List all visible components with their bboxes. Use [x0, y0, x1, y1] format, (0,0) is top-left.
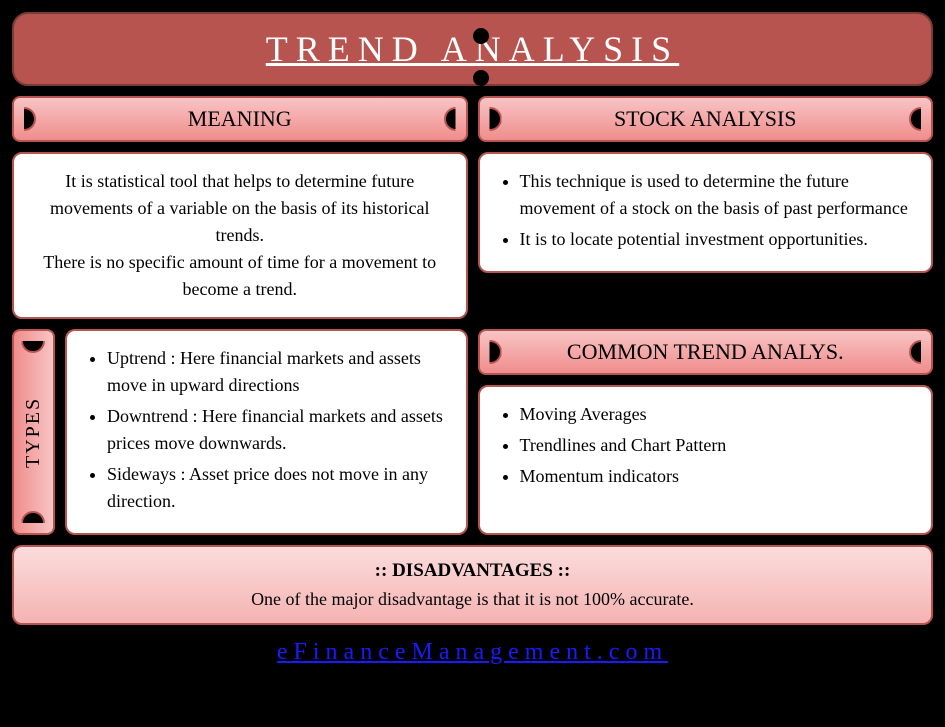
- disadvantages-text: One of the major disadvantage is that it…: [32, 586, 913, 613]
- row-2: TYPES Uptrend : Here financial markets a…: [12, 329, 933, 535]
- list-item: It is to locate potential investment opp…: [520, 226, 914, 253]
- types-box: Uptrend : Here financial markets and ass…: [65, 329, 468, 535]
- list-item: Momentum indicators: [520, 463, 914, 490]
- types-header: TYPES: [12, 329, 55, 535]
- meaning-text2: There is no specific amount of time for …: [32, 249, 448, 303]
- types-list: Uptrend : Here financial markets and ass…: [85, 345, 448, 515]
- list-item: Uptrend : Here financial markets and ass…: [107, 345, 448, 399]
- title-banner: TREND ANALYSIS: [12, 12, 933, 86]
- meaning-text1: It is statistical tool that helps to det…: [32, 168, 448, 249]
- col-common: COMMON TREND ANALYS. Moving Averages Tre…: [478, 329, 934, 535]
- list-item: Moving Averages: [520, 401, 914, 428]
- list-item: Trendlines and Chart Pattern: [520, 432, 914, 459]
- disadvantages-box: :: DISADVANTAGES :: One of the major dis…: [12, 545, 933, 625]
- common-list: Moving Averages Trendlines and Chart Pat…: [498, 401, 914, 490]
- col-meaning: MEANING It is statistical tool that help…: [12, 96, 468, 319]
- common-box: Moving Averages Trendlines and Chart Pat…: [478, 385, 934, 535]
- col-types: TYPES Uptrend : Here financial markets a…: [12, 329, 468, 535]
- stock-list: This technique is used to determine the …: [498, 168, 914, 253]
- meaning-box: It is statistical tool that helps to det…: [12, 152, 468, 319]
- list-item: Downtrend : Here financial markets and a…: [107, 403, 448, 457]
- col-stock: STOCK ANALYSIS This technique is used to…: [478, 96, 934, 319]
- common-header: COMMON TREND ANALYS.: [478, 329, 934, 375]
- types-wrapper: TYPES Uptrend : Here financial markets a…: [12, 329, 468, 535]
- list-item: Sideways : Asset price does not move in …: [107, 461, 448, 515]
- row-1: MEANING It is statistical tool that help…: [12, 96, 933, 319]
- disadvantages-header: :: DISADVANTAGES ::: [32, 557, 913, 586]
- list-item: This technique is used to determine the …: [520, 168, 914, 222]
- stock-header: STOCK ANALYSIS: [478, 96, 934, 142]
- stock-box: This technique is used to determine the …: [478, 152, 934, 273]
- meaning-header: MEANING: [12, 96, 468, 142]
- page-title: TREND ANALYSIS: [28, 28, 917, 70]
- footer-link[interactable]: eFinanceManagement.com: [12, 639, 933, 666]
